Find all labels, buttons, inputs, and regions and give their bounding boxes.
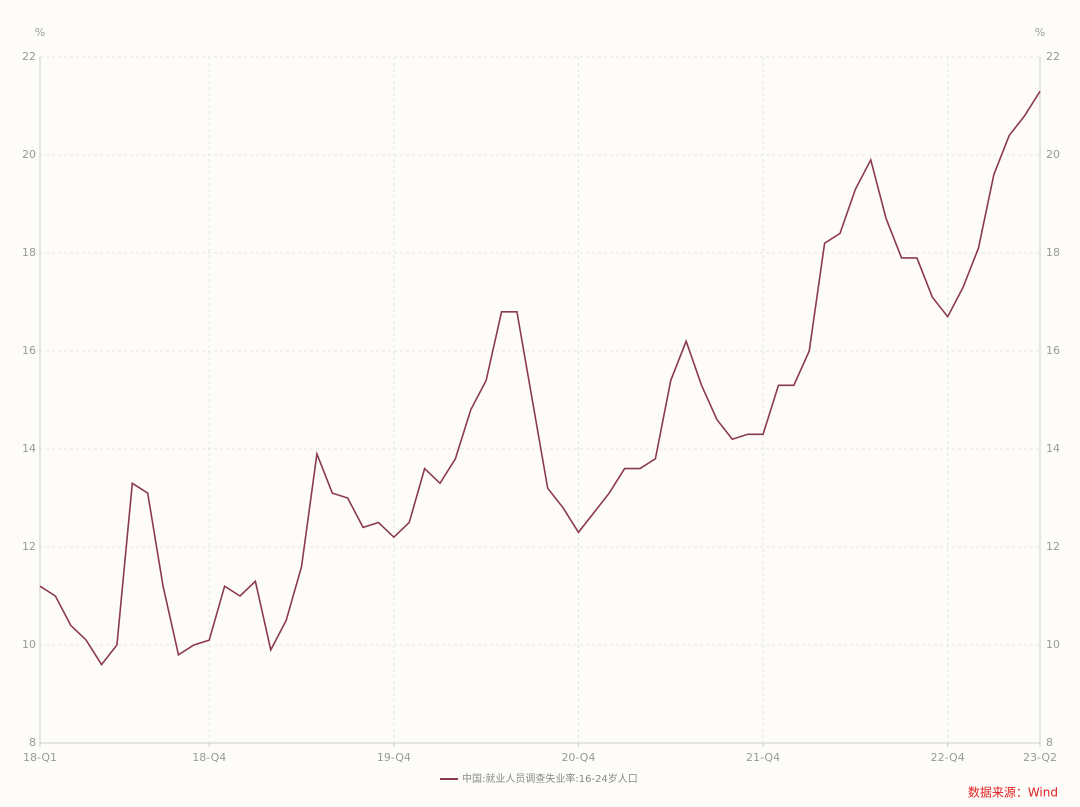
y2-tick-label: 12: [1046, 540, 1060, 553]
y2-tick-label: 20: [1046, 148, 1060, 161]
y2-tick-label: 22: [1046, 50, 1060, 63]
y2-tick-label: 14: [1046, 442, 1060, 455]
line-series: [39, 90, 1041, 666]
y-tick-label: 20: [22, 148, 36, 161]
y-tick-label: 10: [22, 638, 36, 651]
x-tick-label: 21-Q4: [746, 751, 780, 764]
source: 数据来源：Wind: [968, 785, 1058, 800]
y-tick-label: 12: [22, 540, 36, 553]
x-tick-label: 18-Q1: [23, 751, 57, 764]
y-tick-label: 22: [22, 50, 36, 63]
y-tick-label: 14: [22, 442, 36, 455]
x-tick-label: 19-Q4: [377, 751, 411, 764]
x-tick-label: 18-Q4: [192, 751, 226, 764]
x-tick-label: 22-Q4: [931, 751, 965, 764]
y-tick-label: 18: [22, 246, 36, 259]
y-unit: %: [35, 26, 45, 39]
x-tick-label: 23-Q2: [1023, 751, 1057, 764]
y2-tick-label: 10: [1046, 638, 1060, 651]
y2-tick-label: 8: [1046, 736, 1053, 749]
y2-unit: %: [1035, 26, 1045, 39]
x-tick-label: 20-Q4: [561, 751, 595, 764]
y2-tick-label: 18: [1046, 246, 1060, 259]
y-tick-label: 16: [22, 344, 36, 357]
y-tick-label: 8: [29, 736, 36, 749]
legend-label: 中国:就业人员调查失业率:16-24岁人口: [462, 772, 638, 785]
y2-tick-label: 16: [1046, 344, 1060, 357]
